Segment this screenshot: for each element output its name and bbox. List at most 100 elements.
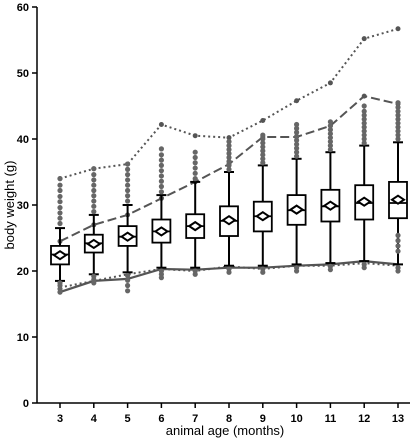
outlier-point: [294, 129, 300, 135]
box-13: [388, 141, 408, 266]
outlier-point: [395, 100, 401, 106]
outlier-point: [125, 193, 131, 199]
outlier-point: [395, 108, 401, 114]
outlier-point: [260, 160, 266, 166]
outlier-point: [158, 146, 164, 152]
outlier-point: [192, 271, 198, 277]
series-point: [192, 133, 198, 139]
outlier-point: [192, 154, 198, 161]
mean-marker: [390, 194, 406, 205]
series-point: [158, 121, 164, 127]
outlier-point: [361, 112, 367, 118]
outlier-point: [226, 166, 232, 172]
outlier-point: [260, 132, 266, 138]
series-point: [361, 93, 367, 99]
outlier-point: [260, 140, 266, 146]
outlier-point: [395, 248, 401, 254]
outlier-point: [91, 166, 97, 172]
outlier-point: [361, 108, 367, 114]
outlier-point: [294, 141, 300, 147]
x-tick-label: 9: [260, 413, 266, 425]
outlier-point: [91, 187, 97, 194]
box-3: [50, 227, 70, 282]
outlier-point: [327, 131, 333, 137]
outlier-point: [361, 132, 367, 138]
outlier-point: [91, 203, 97, 209]
outlier-point: [361, 136, 367, 142]
outlier-point: [125, 161, 131, 167]
outlier-point: [57, 182, 63, 188]
series-point: [361, 36, 367, 42]
outlier-point: [327, 119, 333, 125]
outlier-point: [192, 149, 198, 155]
outlier-point: [125, 166, 131, 172]
outlier-point: [91, 172, 97, 178]
outlier-point: [125, 282, 131, 289]
outlier-point: [125, 182, 131, 188]
outlier-point: [395, 243, 401, 249]
outlier-point: [260, 269, 266, 275]
box-5: [117, 204, 138, 274]
x-tick-label: 8: [226, 413, 232, 425]
series-point: [395, 26, 401, 32]
y-tick-label: 50: [17, 68, 29, 80]
outlier-point: [226, 143, 232, 149]
outlier-point: [125, 172, 131, 178]
mean-marker: [153, 226, 170, 237]
mean-marker: [52, 249, 68, 261]
outlier-point: [158, 157, 164, 163]
series-point: [327, 80, 333, 86]
outlier-point: [57, 289, 63, 295]
x-tick-label: 13: [392, 413, 404, 425]
outlier-point: [57, 199, 63, 205]
outlier-point: [158, 275, 164, 281]
outlier-point: [395, 112, 401, 118]
mean-marker: [254, 211, 271, 222]
outlier-point: [361, 120, 367, 126]
outlier-point: [226, 158, 232, 165]
outlier-point: [125, 187, 131, 194]
outlier-point: [91, 198, 97, 204]
outlier-point: [158, 152, 164, 158]
outlier-point: [226, 150, 232, 157]
box-4: [83, 213, 104, 276]
outlier-point: [395, 136, 401, 142]
box-12: [354, 144, 375, 263]
outlier-point: [294, 125, 300, 132]
outlier-point: [91, 182, 97, 188]
mean-marker: [356, 196, 373, 207]
outlier-point: [395, 268, 401, 274]
outlier-point: [395, 232, 401, 238]
outlier-point: [260, 152, 266, 158]
outlier-point: [361, 128, 367, 134]
x-axis-title: animal age (months): [166, 423, 285, 438]
outlier-point: [158, 168, 164, 174]
outlier-point: [395, 124, 401, 130]
outlier-point: [361, 140, 367, 146]
outlier-point: [226, 162, 232, 168]
x-tick-label: 10: [290, 413, 302, 425]
outlier-point: [327, 127, 333, 133]
x-tick-label: 11: [325, 413, 337, 425]
outlier-point: [395, 116, 401, 122]
outlier-point: [395, 132, 401, 138]
outlier-point: [158, 189, 164, 195]
outlier-point: [327, 267, 333, 273]
mean-marker: [187, 220, 204, 232]
outlier-point: [294, 153, 300, 159]
series-point: [260, 118, 266, 124]
mean-marker: [288, 204, 305, 215]
outlier-point: [91, 280, 97, 286]
outlier-point: [294, 133, 300, 139]
mean-marker: [322, 200, 339, 211]
x-tick-label: 6: [158, 413, 164, 425]
outlier-point: [361, 116, 367, 122]
mean-marker: [85, 238, 102, 250]
outlier-point: [361, 265, 367, 271]
outlier-point: [395, 120, 401, 126]
outlier-point: [91, 177, 97, 183]
outlier-point: [57, 215, 63, 221]
box-11: [320, 151, 341, 265]
outlier-point: [260, 156, 266, 162]
